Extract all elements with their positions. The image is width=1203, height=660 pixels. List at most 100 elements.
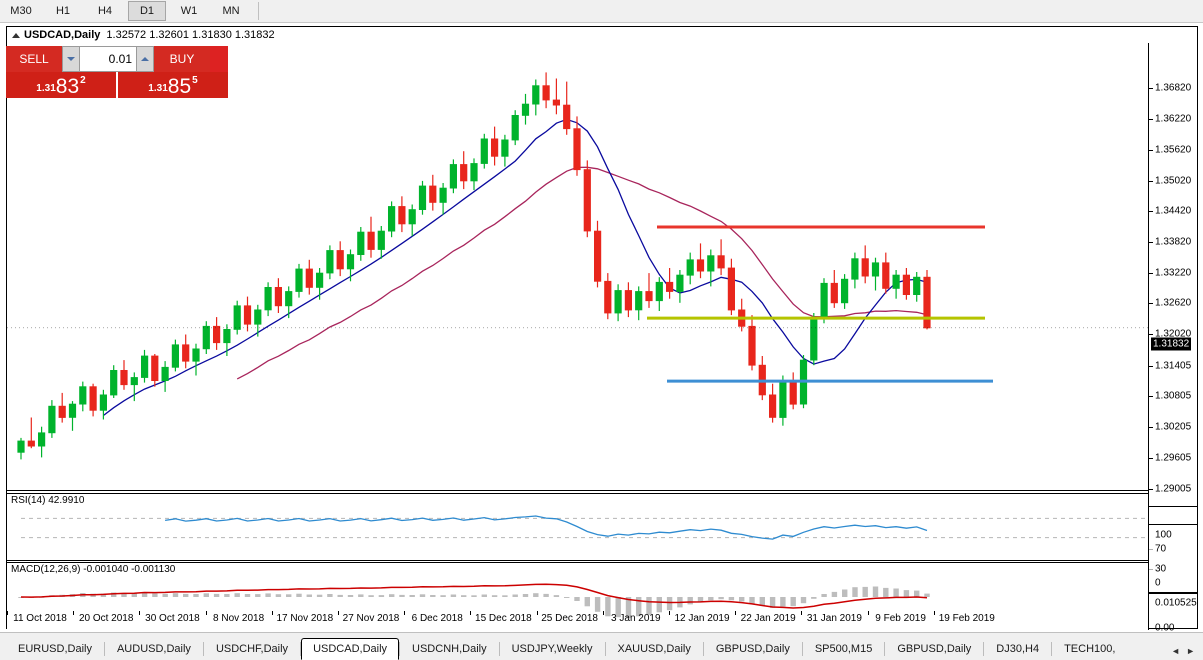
time-axis-label: 9 Feb 2019 <box>875 613 926 624</box>
time-axis-tick <box>801 611 803 615</box>
symbol-tab-tech100[interactable]: TECH100, <box>1064 643 1116 655</box>
time-axis-tick <box>205 611 207 615</box>
buy-price-prefix: 1.31 <box>148 83 168 94</box>
time-axis-tick <box>139 611 141 615</box>
tab-scroll-controls: ◄ ► <box>1171 646 1203 660</box>
time-axis-label: 12 Jan 2019 <box>674 613 730 624</box>
time-axis-tick <box>271 611 273 615</box>
rsi-title: RSI(14) 42.9910 <box>11 495 85 506</box>
rsi-chart-svg <box>21 515 1149 540</box>
symbol-tab-eurusd-daily[interactable]: EURUSD,Daily <box>18 643 92 655</box>
chevron-up-icon <box>141 57 149 61</box>
price-axis-tick <box>1149 241 1153 243</box>
trade-panel-prices: 1.31 83 2 1.31 85 5 <box>6 72 228 98</box>
price-axis-tick <box>1149 180 1153 182</box>
scroll-left-icon[interactable]: ◄ <box>1171 646 1181 656</box>
symbol-tab-xauusd-daily[interactable]: XAUUSD,Daily <box>617 643 691 655</box>
macd-pane[interactable]: MACD(12,26,9) -0.001040 -0.001130 <box>7 562 1149 630</box>
tab-separator <box>702 642 704 656</box>
price-axis-tick <box>1149 119 1153 121</box>
time-axis-label: 15 Dec 2018 <box>475 613 532 624</box>
price-axis-tick <box>1149 88 1153 90</box>
one-click-trading-panel: SELL 0.01 BUY 1.31 83 2 1.31 85 5 <box>6 46 228 98</box>
buy-price-fraction: 5 <box>192 75 198 86</box>
buy-price[interactable]: 1.31 85 5 <box>116 72 228 98</box>
time-axis-label: 8 Nov 2018 <box>213 613 265 624</box>
price-axis-label: 1.30205 <box>1155 421 1192 433</box>
time-axis-tick <box>7 611 8 615</box>
ma-fast-line <box>103 118 928 417</box>
horizontal-level-lines <box>647 225 993 383</box>
tab-separator <box>1051 642 1053 656</box>
symbol-tab-usdchf-daily[interactable]: USDCHF,Daily <box>215 643 289 655</box>
symbol-tab-gbpusd-daily[interactable]: GBPUSD,Daily <box>715 643 790 655</box>
symbol-tab-audusd-daily[interactable]: AUDUSD,Daily <box>116 643 191 655</box>
time-axis-label: 27 Nov 2018 <box>342 613 400 624</box>
volume-increase-button[interactable] <box>136 46 154 72</box>
rsi-pane[interactable]: RSI(14) 42.9910 <box>7 493 1149 561</box>
trade-panel-top-row: SELL 0.01 BUY <box>6 46 228 72</box>
time-axis-label: 31 Jan 2019 <box>806 613 862 624</box>
axis-separator <box>1149 592 1197 593</box>
price-chart-svg <box>7 72 1149 460</box>
buy-button[interactable]: BUY <box>154 46 210 72</box>
collapse-triangle-icon[interactable] <box>11 30 21 40</box>
time-axis-tick <box>404 611 406 615</box>
tab-separator <box>801 642 803 656</box>
tab-separator <box>983 642 985 656</box>
price-axis-label: 1.32020 <box>1155 328 1192 340</box>
price-axis-tick <box>1149 365 1153 367</box>
sell-button[interactable]: SELL <box>6 46 62 72</box>
time-axis-label: 3 Jan 2019 <box>611 613 661 624</box>
time-axis-label: 22 Jan 2019 <box>740 613 796 624</box>
tab-separator <box>604 642 606 656</box>
time-scale[interactable]: 11 Oct 2018 20 Oct 2018 30 Oct 2018 8 Nov 2… <box>6 611 1198 629</box>
price-axis-tick <box>1149 488 1153 490</box>
symbol-tab-usdjpy-weekly[interactable]: USDJPY,Weekly <box>511 643 593 655</box>
rsi-axis-tick <box>1149 568 1153 570</box>
macd-signal-line <box>20 583 928 609</box>
volume-decrease-button[interactable] <box>62 46 80 72</box>
price-pane[interactable] <box>7 43 1149 491</box>
tab-separator <box>202 642 204 656</box>
sell-price-big: 83 <box>55 75 80 98</box>
time-axis-tick <box>602 611 604 615</box>
symbol-tab-usdcnh-daily[interactable]: USDCNH,Daily <box>412 643 487 655</box>
price-axis-tick <box>1149 396 1153 398</box>
timeframe-h4[interactable]: H4 <box>97 5 113 17</box>
price-axis-label: 1.31405 <box>1155 360 1192 372</box>
sell-price-prefix: 1.31 <box>36 83 56 94</box>
current-price-label: 1.31832 <box>1151 337 1192 351</box>
timeframe-w1[interactable]: W1 <box>180 5 198 17</box>
chevron-down-icon <box>67 57 75 61</box>
time-axis-tick <box>338 611 339 615</box>
symbol-tab-gbpusd-daily[interactable]: GBPUSD,Daily <box>897 643 972 655</box>
time-axis-label: 30 Oct 2018 <box>145 613 200 624</box>
price-axis-tick <box>1149 427 1153 429</box>
rsi-axis-label: 70 <box>1155 543 1167 555</box>
tab-separator <box>300 642 302 656</box>
sell-price[interactable]: 1.31 83 2 <box>6 72 116 98</box>
timeframe-h1[interactable]: H1 <box>55 5 71 17</box>
symbol-tab-usdcad-daily[interactable]: USDCAD,Daily <box>301 638 400 660</box>
scroll-right-icon[interactable]: ► <box>1186 646 1195 656</box>
macd-axis-tick <box>1149 628 1153 629</box>
price-axis-label: 1.35020 <box>1155 175 1192 187</box>
timeframe-d1[interactable]: D1 <box>128 1 166 21</box>
toolbar-divider <box>258 2 259 20</box>
rsi-axis-tick <box>1149 549 1153 551</box>
timeframe-mn[interactable]: MN <box>222 5 240 17</box>
price-axis-label: 1.33220 <box>1155 267 1192 279</box>
price-axis-label: 1.35620 <box>1155 144 1192 156</box>
chart-ohlc-values: 1.32572 1.32601 1.31830 1.31832 <box>106 29 275 41</box>
time-axis-tick <box>933 611 935 615</box>
price-scale[interactable]: 1.36820 1.36220 1.35620 1.35020 1.34420 1.338… <box>1148 43 1197 656</box>
macd-axis-label: 0.00 <box>1155 622 1175 634</box>
axis-separator <box>1149 524 1197 525</box>
time-axis-label: 17 Nov 2018 <box>276 613 334 624</box>
timeframe-m30[interactable]: M30 <box>10 5 32 17</box>
symbol-tab-sp500-m15[interactable]: SP500,M15 <box>814 643 873 655</box>
symbol-tab-dj30-h4[interactable]: DJ30,H4 <box>996 643 1040 655</box>
volume-input[interactable]: 0.01 <box>80 46 136 72</box>
time-axis-tick <box>536 611 538 615</box>
